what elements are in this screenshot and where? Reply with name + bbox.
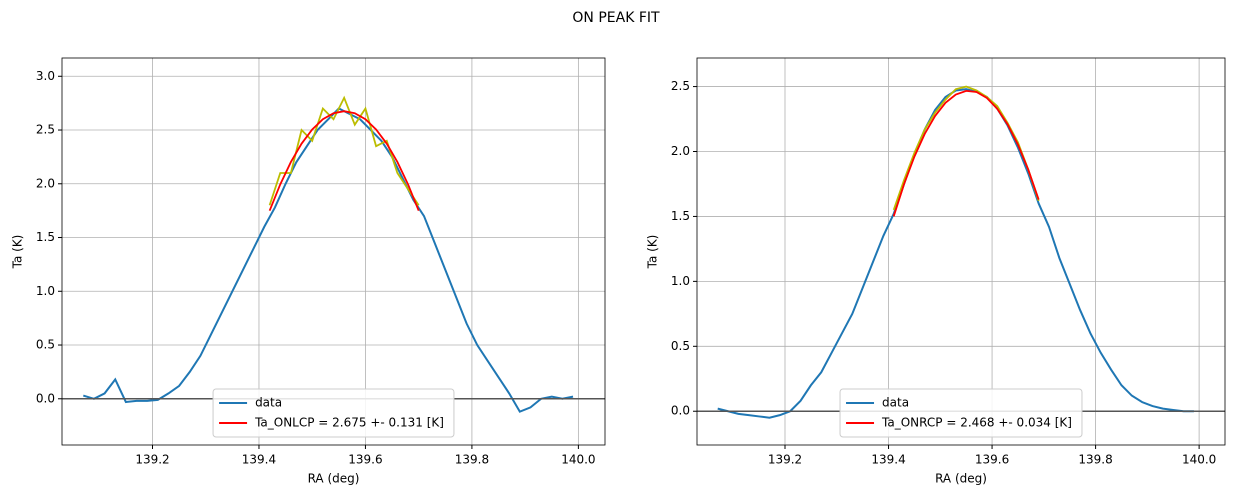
legend-label: data [882, 396, 909, 410]
y-tick-label: 0.0 [36, 391, 55, 405]
y-tick-label: 3.0 [36, 69, 55, 83]
x-tick-label: 139.4 [242, 453, 276, 467]
x-axis-label: RA (deg) [308, 472, 360, 486]
axes-frame [696, 57, 1226, 446]
x-tick-label: 139.8 [455, 453, 489, 467]
series-line [892, 85, 1040, 211]
y-tick-label: 2.5 [671, 79, 690, 93]
y-tick-label: 0.0 [671, 404, 690, 418]
x-tick-label: 139.2 [135, 453, 169, 467]
x-tick-label: 139.6 [975, 453, 1009, 467]
legend: data Ta_ONLCP = 2.675 +- 0.131 [K] [212, 388, 455, 438]
y-tick-label: 1.5 [671, 209, 690, 223]
x-tick-label: 140.0 [561, 453, 595, 467]
y-axis-label: Ta (K) [646, 235, 660, 270]
axes-frame [61, 57, 606, 446]
series-line [892, 89, 1040, 217]
legend-box [839, 388, 1083, 438]
x-tick-label: 140.0 [1182, 453, 1216, 467]
series-line [83, 107, 574, 413]
y-tick-label: 2.0 [36, 176, 55, 190]
y-tick-label: 0.5 [671, 339, 690, 353]
series-line [268, 110, 420, 211]
y-tick-label: 2.0 [671, 144, 690, 158]
x-tick-label: 139.2 [768, 453, 802, 467]
axes: 139.2 139.4 139.6 139.8 140.0 0.0 0.5 1.0 1.5 2.0… [11, 57, 606, 486]
x-axis-label: RA (deg) [935, 472, 987, 486]
figure-title: ON PEAK FIT [572, 10, 660, 26]
legend-label: Ta_ONRCP = 2.468 +- 0.034 [K] [881, 416, 1072, 430]
y-tick-label: 1.0 [671, 274, 690, 288]
legend-label: data [255, 396, 282, 410]
y-tick-label: 2.5 [36, 123, 55, 137]
legend-label: Ta_ONLCP = 2.675 +- 0.131 [K] [254, 416, 444, 430]
series-line [717, 88, 1194, 419]
y-tick-label: 1.0 [36, 284, 55, 298]
x-tick-label: 139.8 [1078, 453, 1112, 467]
axes: 139.2 139.4 139.6 139.8 140.0 0.0 0.5 1.0 1.5 2.0… [646, 57, 1226, 486]
y-tick-label: 1.5 [36, 230, 55, 244]
x-tick-label: 139.4 [871, 453, 905, 467]
series-line [268, 95, 420, 206]
legend: data Ta_ONRCP = 2.468 +- 0.034 [K] [839, 388, 1083, 438]
y-axis-label: Ta (K) [11, 235, 25, 270]
y-tick-label: 0.5 [36, 338, 55, 352]
x-tick-label: 139.6 [348, 453, 382, 467]
legend-box [212, 388, 455, 438]
